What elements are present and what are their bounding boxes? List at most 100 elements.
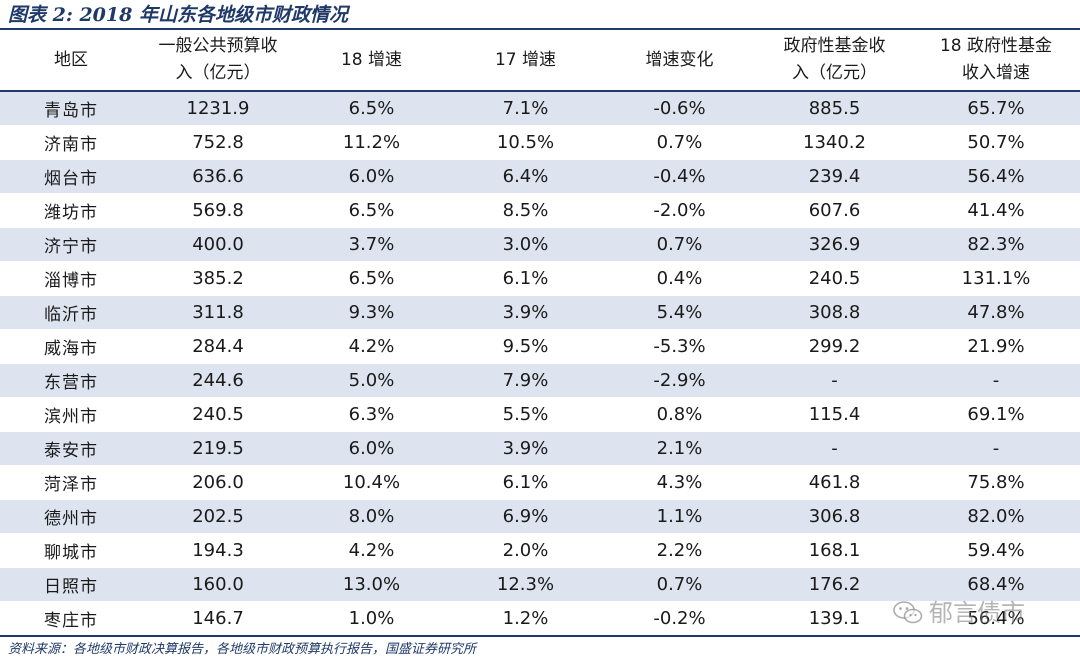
value-cell: 13.0% <box>294 567 449 602</box>
value-cell: 6.0% <box>294 159 449 194</box>
value-cell: 47.8% <box>912 295 1080 330</box>
value-cell: 636.6 <box>142 159 294 194</box>
value-cell: 115.4 <box>757 397 912 432</box>
value-cell: 6.3% <box>294 397 449 432</box>
column-header: 18 政府性基金 收入增速 <box>912 30 1080 92</box>
column-header: 地区 <box>0 30 142 92</box>
value-cell: 6.5% <box>294 193 449 228</box>
value-cell: 21.9% <box>912 329 1080 364</box>
value-cell: 206.0 <box>142 465 294 500</box>
value-cell: 326.9 <box>757 227 912 262</box>
region-cell: 泰安市 <box>0 431 142 466</box>
value-cell: 0.4% <box>602 261 757 296</box>
top-rule <box>0 28 1080 30</box>
region-cell: 聊城市 <box>0 533 142 568</box>
value-cell: 2.2% <box>602 533 757 568</box>
value-cell: 194.3 <box>142 533 294 568</box>
value-cell: 168.1 <box>757 533 912 568</box>
value-cell: 2.1% <box>602 431 757 466</box>
value-cell: - <box>757 431 912 466</box>
value-cell: 607.6 <box>757 193 912 228</box>
table-row: 德州市 202.5 8.0% 6.9% 1.1% 306.8 82.0% <box>0 499 1080 534</box>
value-cell: 885.5 <box>757 91 912 126</box>
value-cell: 6.9% <box>449 499 602 534</box>
value-cell: 10.4% <box>294 465 449 500</box>
value-cell: 6.5% <box>294 91 449 126</box>
value-cell: 56.4% <box>912 601 1080 637</box>
value-cell: 69.1% <box>912 397 1080 432</box>
table-row: 枣庄市 146.7 1.0% 1.2% -0.2% 139.1 56.4% <box>0 601 1080 637</box>
value-cell: 5.5% <box>449 397 602 432</box>
table-row: 青岛市 1231.9 6.5% 7.1% -0.6% 885.5 65.7% <box>0 91 1080 126</box>
table-body: 青岛市 1231.9 6.5% 7.1% -0.6% 885.5 65.7% 济南市 752.8… <box>0 91 1080 637</box>
value-cell: 5.0% <box>294 363 449 398</box>
table-row: 滨州市 240.5 6.3% 5.5% 0.8% 115.4 69.1% <box>0 397 1080 432</box>
value-cell: 1.2% <box>449 601 602 637</box>
value-cell: 139.1 <box>757 601 912 637</box>
value-cell: 1231.9 <box>142 91 294 126</box>
value-cell: 0.7% <box>602 125 757 160</box>
column-header-line2: 收入增速 <box>962 63 1030 83</box>
value-cell: 4.3% <box>602 465 757 500</box>
value-cell: 239.4 <box>757 159 912 194</box>
value-cell: 1.0% <box>294 601 449 637</box>
region-cell: 青岛市 <box>0 91 142 126</box>
table-row: 济宁市 400.0 3.7% 3.0% 0.7% 326.9 82.3% <box>0 227 1080 262</box>
fiscal-table: 地区 一般公共预算收 入（亿元） 18 增速 17 增速 增速变化 政府性基金收 入（亿元） 1… <box>0 30 1080 637</box>
value-cell: - <box>912 363 1080 398</box>
region-cell: 日照市 <box>0 567 142 602</box>
value-cell: -0.2% <box>602 601 757 637</box>
column-header-line2: 入（亿元） <box>792 63 877 83</box>
value-cell: -0.6% <box>602 91 757 126</box>
column-header: 17 增速 <box>449 30 602 92</box>
value-cell: 10.5% <box>449 125 602 160</box>
value-cell: 9.3% <box>294 295 449 330</box>
value-cell: 6.5% <box>294 261 449 296</box>
value-cell: 752.8 <box>142 125 294 160</box>
region-cell: 滨州市 <box>0 397 142 432</box>
value-cell: 68.4% <box>912 567 1080 602</box>
value-cell: 202.5 <box>142 499 294 534</box>
region-cell: 临沂市 <box>0 295 142 330</box>
value-cell: 0.7% <box>602 227 757 262</box>
column-header-line1: 一般公共预算收 <box>158 36 278 56</box>
value-cell: 8.0% <box>294 499 449 534</box>
value-cell: 41.4% <box>912 193 1080 228</box>
value-cell: 219.5 <box>142 431 294 466</box>
column-header: 政府性基金收 入（亿元） <box>757 30 912 92</box>
value-cell: 7.9% <box>449 363 602 398</box>
value-cell: 385.2 <box>142 261 294 296</box>
value-cell: 461.8 <box>757 465 912 500</box>
value-cell: 59.4% <box>912 533 1080 568</box>
value-cell: -2.9% <box>602 363 757 398</box>
column-header-line1: 增速变化 <box>645 49 714 70</box>
table-row: 淄博市 385.2 6.5% 6.1% 0.4% 240.5 131.1% <box>0 261 1080 296</box>
value-cell: 1340.2 <box>757 125 912 160</box>
column-header-line1: 地区 <box>54 49 88 70</box>
column-header-line1: 政府性基金收 <box>783 36 886 56</box>
value-cell: 160.0 <box>142 567 294 602</box>
column-header: 一般公共预算收 入（亿元） <box>142 30 294 92</box>
value-cell: 7.1% <box>449 91 602 126</box>
value-cell: -5.3% <box>602 329 757 364</box>
value-cell: 11.2% <box>294 125 449 160</box>
region-cell: 枣庄市 <box>0 601 142 637</box>
column-header-line1: 18 增速 <box>340 49 403 70</box>
table-row: 烟台市 636.6 6.0% 6.4% -0.4% 239.4 56.4% <box>0 159 1080 194</box>
value-cell: - <box>757 363 912 398</box>
region-cell: 济宁市 <box>0 227 142 262</box>
column-header: 18 增速 <box>294 30 449 92</box>
value-cell: 4.2% <box>294 329 449 364</box>
value-cell: 308.8 <box>757 295 912 330</box>
source-note: 资料来源：各地级市财政决算报告，各地级市财政预算执行报告，国盛证券研究所 <box>8 642 477 657</box>
figure-title: 图表 2: 2018 年山东各地级市财政情况 <box>8 4 348 26</box>
value-cell: -2.0% <box>602 193 757 228</box>
value-cell: 146.7 <box>142 601 294 637</box>
value-cell: 2.0% <box>449 533 602 568</box>
value-cell: 9.5% <box>449 329 602 364</box>
value-cell: 3.0% <box>449 227 602 262</box>
value-cell: 75.8% <box>912 465 1080 500</box>
value-cell: 0.8% <box>602 397 757 432</box>
value-cell: 1.1% <box>602 499 757 534</box>
value-cell: -0.4% <box>602 159 757 194</box>
